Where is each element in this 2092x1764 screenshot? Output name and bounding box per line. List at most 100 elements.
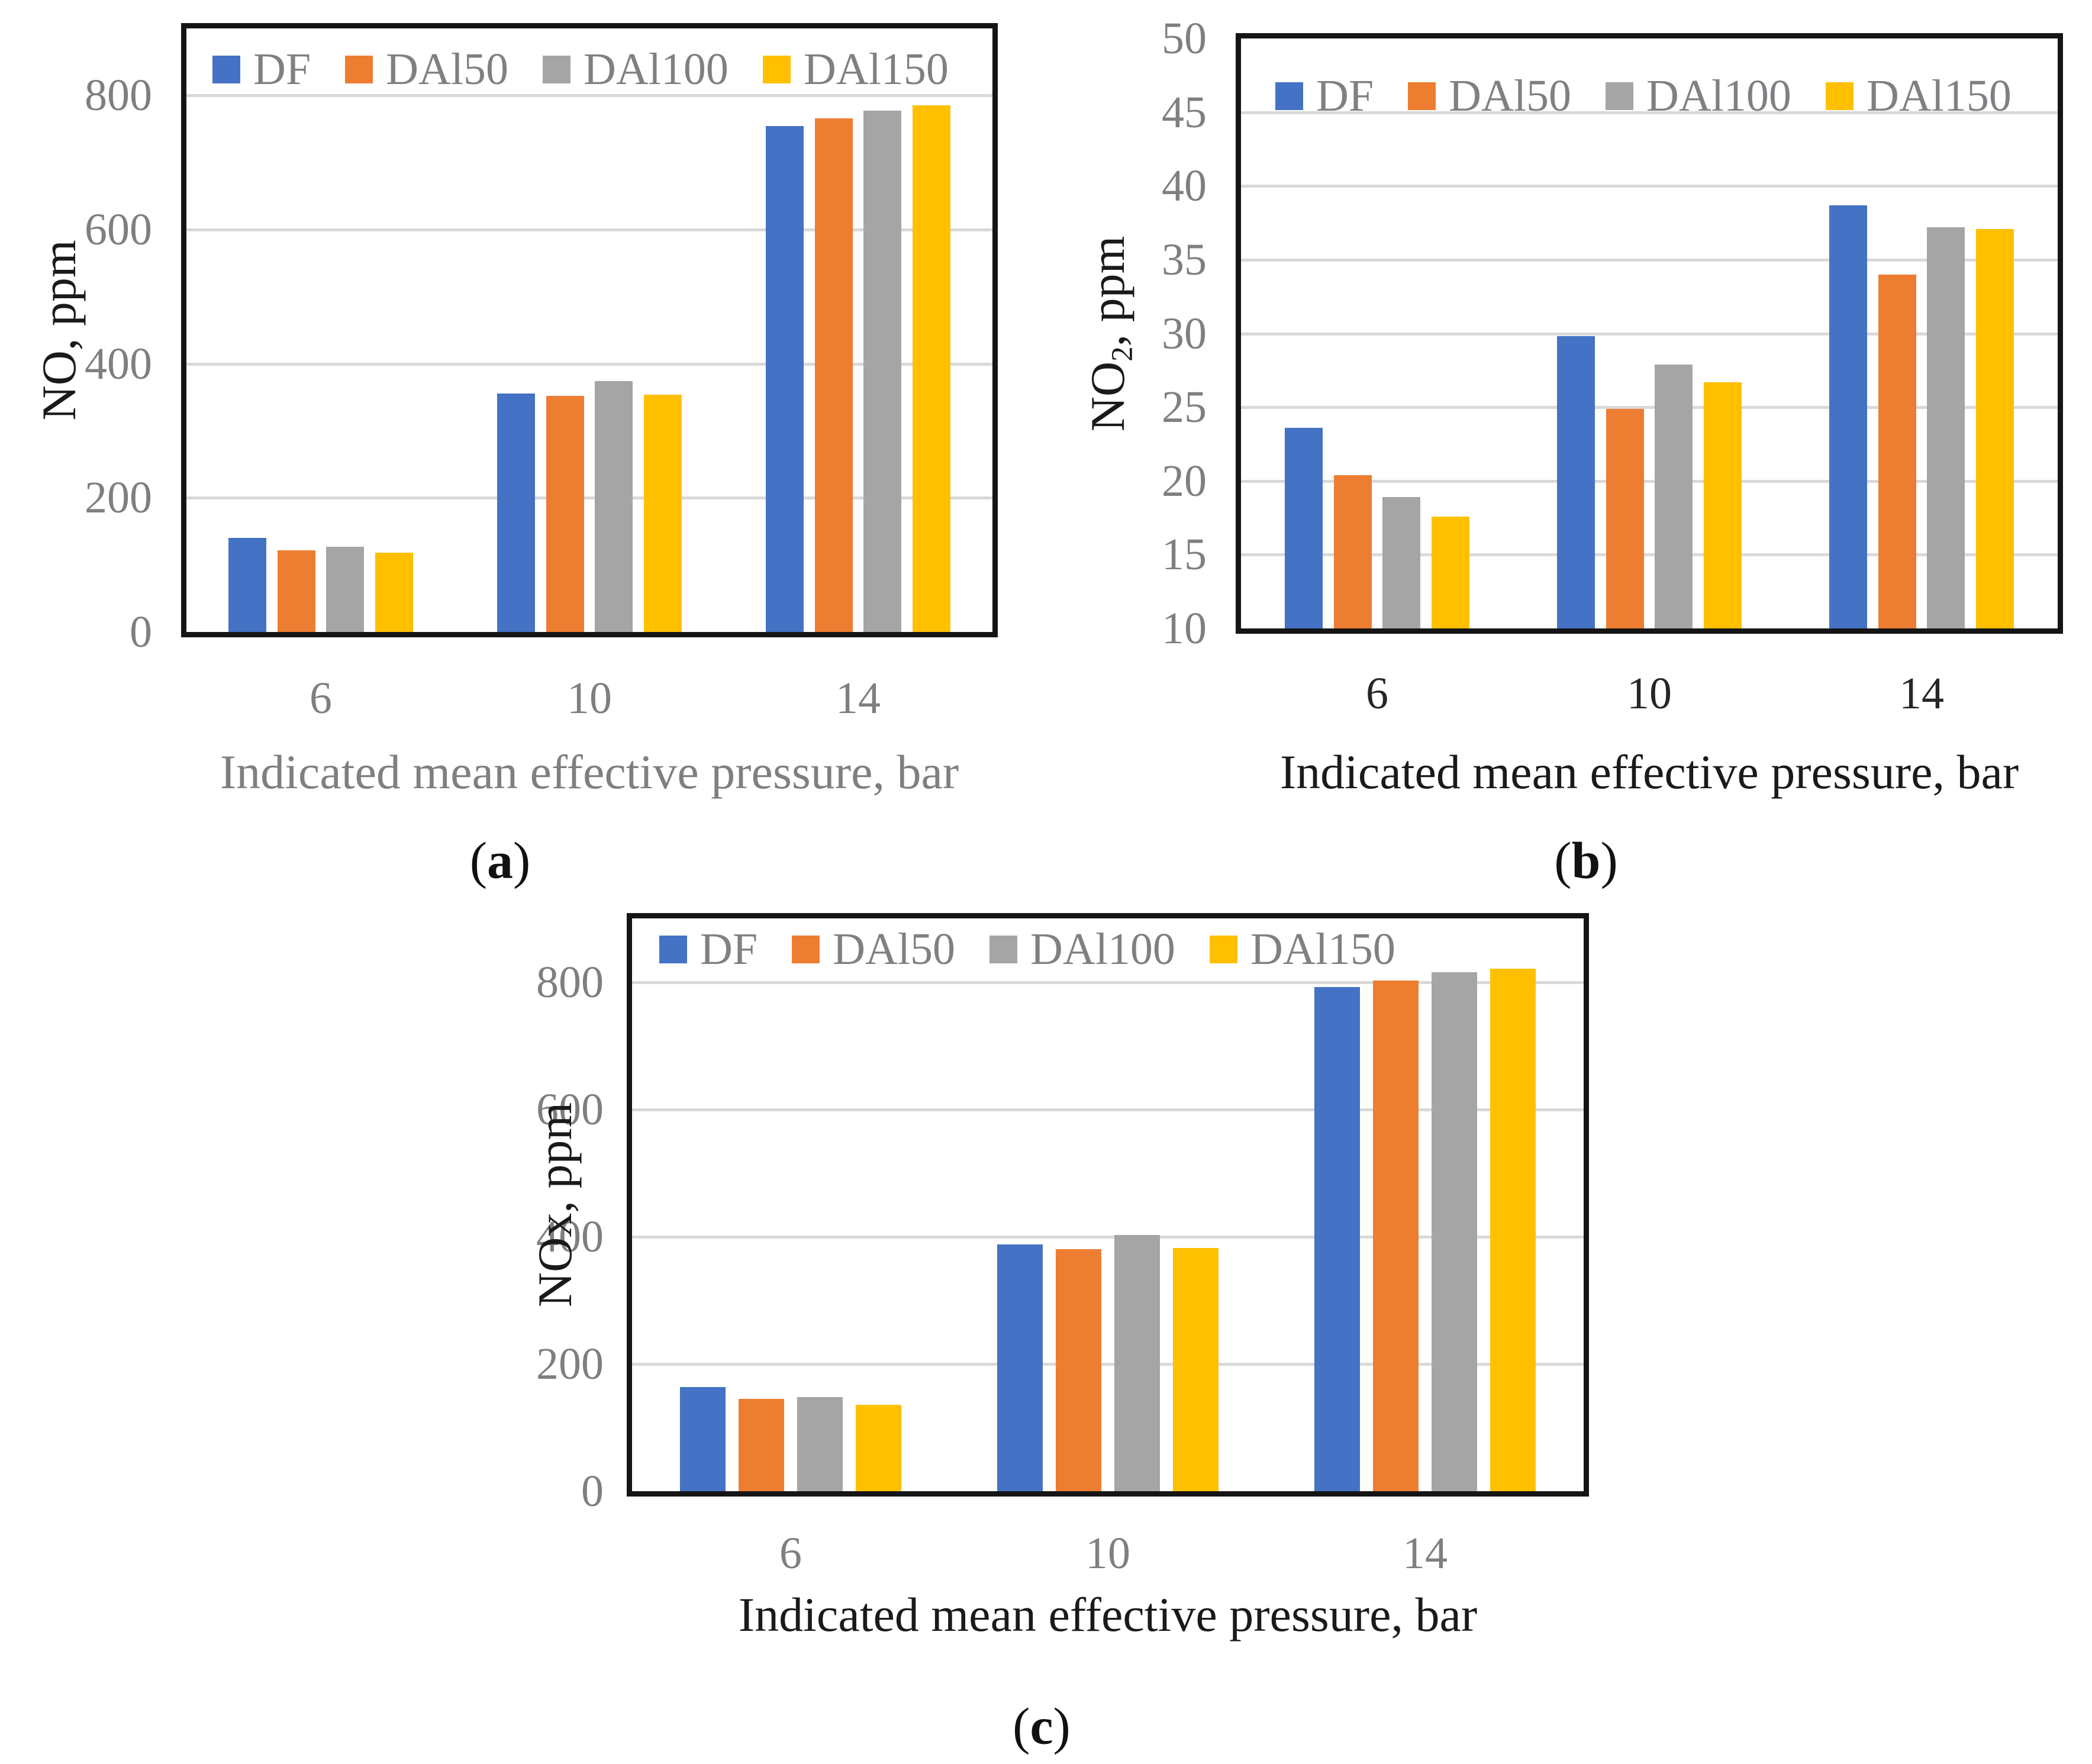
y-tick-label: 0 xyxy=(130,607,152,657)
legend-item-df: DF xyxy=(212,46,311,93)
y-tick-label: 600 xyxy=(536,1085,604,1134)
bar-df-10 xyxy=(1557,336,1595,628)
y-axis-title-text: NOx xyxy=(528,1212,582,1308)
y-axis-title-text: , ppm xyxy=(32,240,86,351)
gridline-400 xyxy=(186,363,992,366)
gridline-25 xyxy=(1241,406,2058,409)
legend-a: DF DAl50 DAl100 DAl150 xyxy=(212,46,949,93)
x-axis-title-c: Indicated mean effective pressure, bar xyxy=(738,1588,1478,1642)
x-tick-label: 6 xyxy=(1366,669,1388,718)
y-axis-title-text: NO xyxy=(32,350,86,421)
legend-swatch-icon xyxy=(1408,82,1436,110)
bar-df-6 xyxy=(1285,428,1323,628)
bar-dal50-6 xyxy=(278,550,315,632)
panel-label-b: (b) xyxy=(1554,831,1618,891)
bar-df-6 xyxy=(228,538,266,632)
legend-swatch-icon xyxy=(659,935,687,963)
panel-label-paren: ) xyxy=(513,832,531,890)
bar-dal50-10 xyxy=(1606,409,1644,628)
x-tick-label: 14 xyxy=(1403,1528,1448,1578)
bar-dal150-14 xyxy=(1490,969,1536,1491)
y-axis-title-subscript: 2 xyxy=(1105,346,1139,362)
legend-b: DF DAl50 DAl100 DAl150 xyxy=(1275,72,2012,120)
legend-label: DF xyxy=(700,924,758,974)
legend-item-dal100: DAl100 xyxy=(1606,72,1791,120)
legend-c: DF DAl50 DAl100 DAl150 xyxy=(659,925,1395,973)
bar-df-14 xyxy=(1829,205,1867,628)
y-tick-label: 40 xyxy=(1162,161,1207,211)
legend-item-dal150: DAl150 xyxy=(762,44,949,94)
y-axis-title-b: NO2, ppm xyxy=(1080,236,1139,432)
plot-area-c xyxy=(627,913,1589,1497)
panel-label-paren: ) xyxy=(1600,832,1618,890)
bar-dal50-14 xyxy=(1373,981,1419,1491)
y-tick-label: 400 xyxy=(85,339,152,389)
y-axis-title-a: NO, ppm xyxy=(31,240,87,420)
panel-label-letter: c xyxy=(1030,1698,1053,1756)
legend-label: DAl150 xyxy=(803,44,949,94)
gridline-15 xyxy=(1241,553,2058,556)
x-axis-title-b: Indicated mean effective pressure, bar xyxy=(1279,745,2019,799)
bar-dal100-10 xyxy=(1655,365,1693,628)
y-tick-label: 200 xyxy=(536,1339,604,1389)
gridline-800 xyxy=(632,981,1584,984)
panel-label-c: (c) xyxy=(1013,1697,1071,1757)
legend-item-dal100: DAl100 xyxy=(543,46,729,93)
y-tick-label: 25 xyxy=(1162,382,1207,432)
gridline-800 xyxy=(186,94,992,97)
legend-swatch-icon xyxy=(1275,82,1303,110)
legend-label: DAl100 xyxy=(1646,71,1791,121)
gridline-600 xyxy=(186,228,992,231)
bar-dal100-14 xyxy=(1432,972,1477,1491)
panel-label-paren: ) xyxy=(1053,1698,1071,1756)
x-tick-label: 6 xyxy=(310,673,332,723)
legend-swatch-icon xyxy=(989,935,1018,963)
bar-dal150-6 xyxy=(1432,517,1469,628)
bar-dal100-14 xyxy=(1927,227,1965,628)
legend-swatch-icon xyxy=(1825,82,1854,110)
legend-swatch-icon xyxy=(212,55,240,83)
panel-label-paren: ( xyxy=(1013,1698,1030,1756)
bar-dal50-14 xyxy=(1878,275,1916,628)
bar-dal150-6 xyxy=(856,1405,901,1491)
bar-dal150-6 xyxy=(375,553,413,632)
legend-label: DAl50 xyxy=(1449,71,1572,121)
panel-label-letter: b xyxy=(1571,832,1601,890)
legend-item-dal150: DAl150 xyxy=(1825,71,2012,121)
legend-swatch-icon xyxy=(792,935,820,963)
plot-area-a xyxy=(181,23,998,637)
legend-label: DAl50 xyxy=(833,924,956,974)
bar-dal100-10 xyxy=(595,381,633,632)
x-tick-label: 14 xyxy=(1899,669,1944,718)
legend-swatch-icon xyxy=(543,55,571,83)
y-axis-title-text: , ppm xyxy=(1080,236,1134,347)
bar-dal100-6 xyxy=(797,1397,843,1491)
legend-label: DF xyxy=(253,44,311,94)
gridline-35 xyxy=(1241,259,2058,262)
y-tick-label: 400 xyxy=(536,1212,604,1262)
y-tick-label: 30 xyxy=(1162,309,1207,359)
bar-dal100-14 xyxy=(863,111,901,632)
gridline-600 xyxy=(632,1108,1584,1111)
gridline-20 xyxy=(1241,480,2058,483)
bar-df-10 xyxy=(497,394,535,632)
panel-label-letter: a xyxy=(487,832,513,890)
bar-dal50-10 xyxy=(1056,1249,1101,1491)
legend-label: DAl150 xyxy=(1250,924,1395,974)
bar-dal150-14 xyxy=(913,105,950,632)
bar-df-6 xyxy=(680,1387,726,1491)
y-axis-title-text: , ppm xyxy=(528,1102,582,1213)
y-tick-label: 200 xyxy=(85,473,152,523)
panel-label-paren: ( xyxy=(1554,832,1572,890)
bar-dal150-10 xyxy=(644,395,682,632)
legend-label: DF xyxy=(1316,71,1374,121)
bar-dal100-10 xyxy=(1114,1235,1160,1491)
x-tick-label: 10 xyxy=(1627,669,1672,718)
legend-label: DAl150 xyxy=(1866,71,2012,121)
y-tick-label: 45 xyxy=(1162,88,1207,137)
bar-dal150-10 xyxy=(1704,382,1742,628)
gridline-400 xyxy=(632,1236,1584,1239)
gridline-45 xyxy=(1241,111,2058,114)
legend-swatch-icon xyxy=(1209,935,1237,963)
y-axis-title-c: NOx, ppm xyxy=(527,1102,583,1307)
